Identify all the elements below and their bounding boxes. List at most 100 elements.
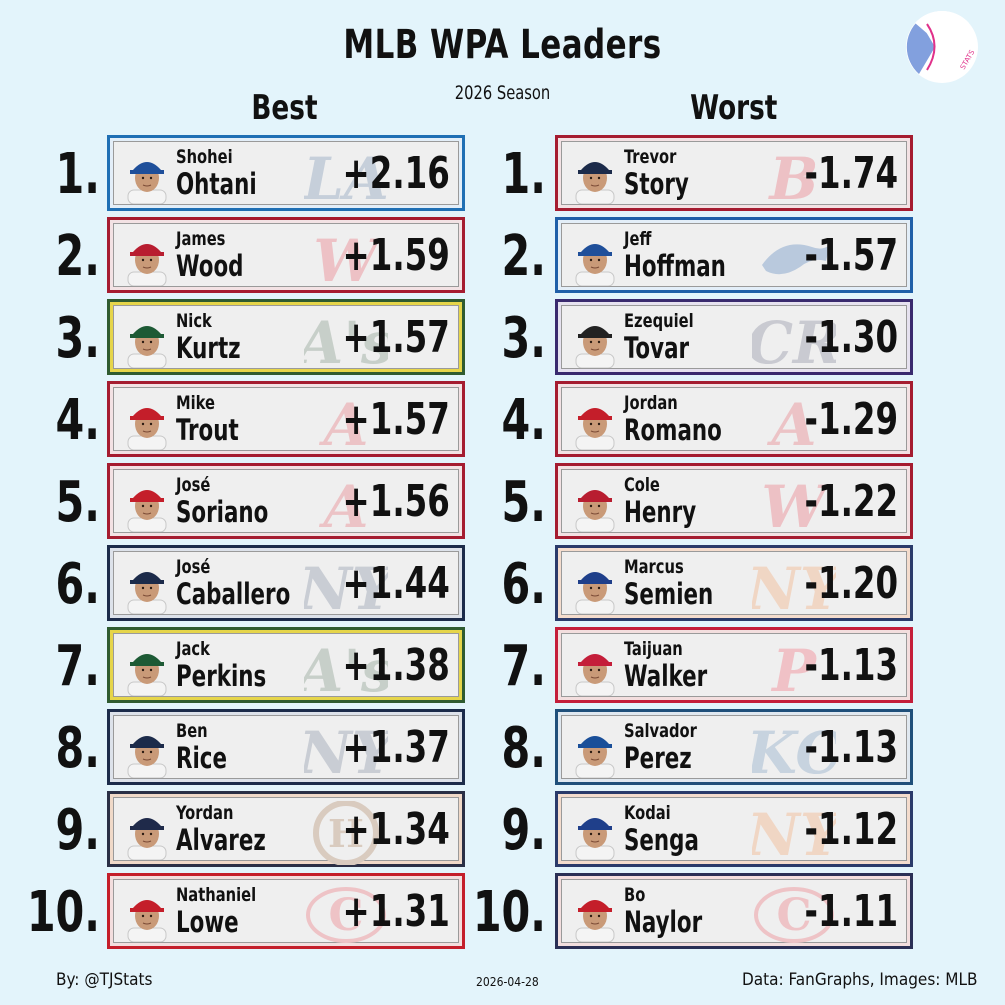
svg-text:KC: KC [752, 719, 836, 783]
wpa-value: +1.56 [342, 476, 450, 527]
wpa-value: +1.44 [342, 558, 450, 609]
player-last-name: Lowe [176, 905, 239, 939]
rank-number: 3. [501, 306, 546, 371]
svg-text:LA: LA [304, 145, 388, 209]
team-logo-icon: W [752, 473, 836, 541]
player-headshot-icon [572, 560, 618, 615]
team-logo-icon: W [304, 227, 388, 295]
card-body: LA Shohei Ohtani +2.16 [113, 141, 459, 213]
rank-number: 1. [501, 142, 546, 207]
player-headshot-icon [124, 560, 170, 615]
wpa-value: +1.38 [342, 640, 450, 691]
page-title: MLB WPA Leaders [343, 22, 662, 68]
player-last-name: Perkins [176, 659, 267, 693]
best-player-card: W James Wood +1.59 [107, 217, 465, 295]
rank-number: 5. [55, 470, 100, 535]
player-headshot-icon [572, 724, 618, 779]
card-body: KC Salvador Perez -1.13 [561, 715, 907, 787]
player-first-name: Marcus [624, 556, 684, 578]
team-logo-icon: NY [745, 801, 847, 869]
team-logo-icon: A's [293, 637, 393, 705]
player-headshot-icon [572, 314, 618, 369]
worst-player-card: KC Salvador Perez -1.13 [555, 709, 913, 787]
player-headshot-icon [124, 396, 170, 451]
player-headshot-icon [124, 232, 170, 287]
rank-number: 10. [26, 880, 100, 945]
player-first-name: Taijuan [624, 638, 683, 660]
svg-text:P: P [770, 637, 817, 701]
worst-player-card: NY Marcus Semien -1.20 [555, 545, 913, 623]
player-last-name: Naylor [624, 905, 703, 939]
player-last-name: Alvarez [176, 823, 266, 857]
team-logo-icon: LA [301, 145, 389, 213]
team-logo-icon: A [304, 473, 388, 541]
rank-number: 5. [501, 470, 546, 535]
team-logo-icon: KC [744, 719, 841, 787]
wpa-value: -1.13 [804, 722, 898, 773]
svg-text:A: A [318, 391, 368, 455]
worst-heading: Worst [690, 88, 778, 128]
worst-player-card: C Bo Naylor -1.11 [555, 873, 913, 949]
best-heading: Best [251, 88, 318, 128]
player-last-name: Trout [176, 413, 239, 447]
card-body: C Nathaniel Lowe +1.31 [113, 879, 459, 943]
wpa-value: +1.34 [342, 804, 450, 855]
wpa-value: -1.22 [804, 476, 898, 527]
rank-number: 3. [55, 306, 100, 371]
card-body: P Taijuan Walker -1.13 [561, 633, 907, 705]
player-last-name: Tovar [624, 331, 690, 365]
team-logo-icon: A [304, 391, 388, 459]
rank-number: 8. [55, 716, 100, 781]
player-last-name: Soriano [176, 495, 269, 529]
player-first-name: Trevor [624, 146, 677, 168]
player-headshot-icon [572, 642, 618, 697]
player-first-name: Yordan [176, 802, 234, 824]
card-body: NY Kodai Senga -1.12 [561, 797, 907, 869]
player-first-name: Jack [176, 638, 210, 660]
wpa-value: +1.37 [342, 722, 450, 773]
player-last-name: Semien [624, 577, 714, 611]
player-headshot-icon [124, 888, 170, 943]
card-body: A José Soriano +1.56 [113, 469, 459, 541]
player-headshot-icon [572, 806, 618, 861]
player-last-name: Romano [624, 413, 722, 447]
svg-text:NY: NY [304, 719, 388, 783]
player-last-name: Hoffman [624, 249, 726, 283]
player-last-name: Caballero [176, 577, 291, 611]
player-headshot-icon [124, 314, 170, 369]
best-player-card: H Yordan Alvarez +1.34 [107, 791, 465, 867]
svg-text:NY: NY [752, 555, 836, 619]
player-last-name: Wood [176, 249, 244, 283]
rank-number: 10. [472, 880, 546, 945]
svg-text:W: W [761, 473, 831, 537]
worst-player-card: Jeff Hoffman -1.57 [555, 217, 913, 293]
player-last-name: Senga [624, 823, 699, 857]
player-headshot-icon [124, 724, 170, 779]
player-first-name: José [176, 556, 211, 578]
wpa-value: +1.57 [342, 394, 450, 445]
tjstats-logo-icon: STATS [906, 10, 978, 83]
player-first-name: James [176, 228, 226, 250]
team-logo-icon: A [752, 391, 836, 459]
card-body: A Jordan Romano -1.29 [561, 387, 907, 459]
wpa-value: -1.11 [804, 886, 898, 937]
wpa-value: -1.29 [804, 394, 898, 445]
player-last-name: Henry [624, 495, 697, 529]
player-first-name: Mike [176, 392, 215, 414]
player-headshot-icon [124, 150, 170, 205]
card-body: A Mike Trout +1.57 [113, 387, 459, 459]
team-logo-icon [752, 227, 836, 291]
player-first-name: Nick [176, 310, 212, 332]
svg-text:C: C [776, 890, 811, 941]
player-headshot-icon [572, 232, 618, 287]
rank-number: 2. [55, 224, 100, 289]
player-last-name: Story [624, 167, 689, 201]
card-body: A's Jack Perkins +1.38 [113, 633, 459, 705]
card-body: W James Wood +1.59 [113, 223, 459, 295]
wpa-value: +2.16 [342, 148, 450, 199]
svg-text:H: H [328, 811, 364, 856]
card-body: H Yordan Alvarez +1.34 [113, 797, 459, 866]
svg-text:C: C [328, 890, 363, 941]
player-headshot-icon [124, 642, 170, 697]
season-subtitle: 2026 Season [454, 82, 551, 104]
